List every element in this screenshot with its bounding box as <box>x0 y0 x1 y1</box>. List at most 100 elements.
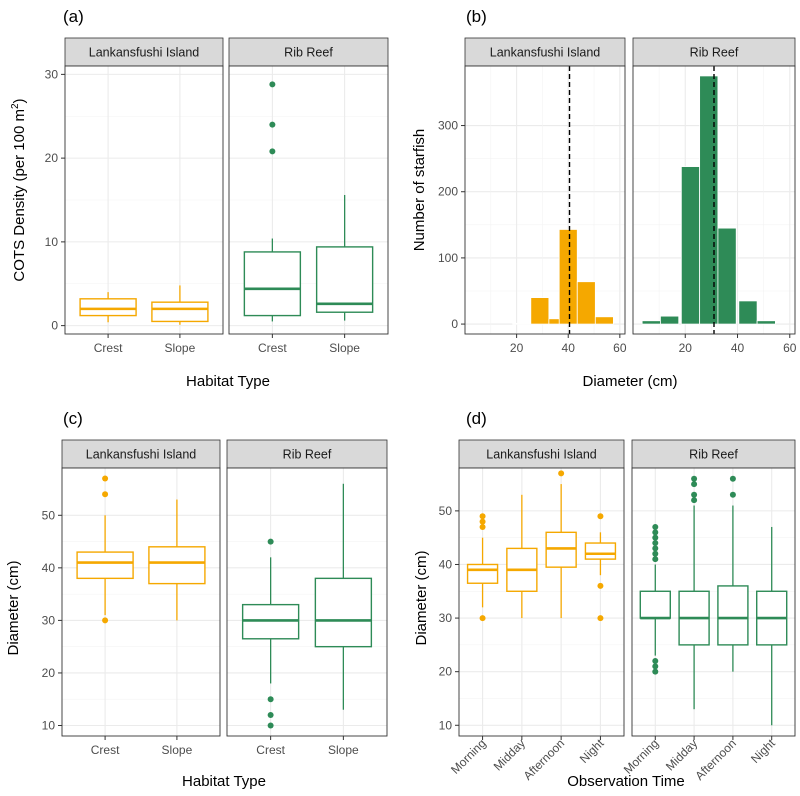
boxplot-crest <box>79 292 137 323</box>
histogram-bar <box>756 320 776 325</box>
panel-d: (d) Lankansfushi Island Morning Midday After… <box>413 409 796 790</box>
y-tick-label: 0 <box>451 317 458 331</box>
box-iqr <box>717 585 749 646</box>
panel-border <box>631 467 796 737</box>
facet-strip <box>458 439 625 469</box>
outlier-point <box>102 491 109 498</box>
y-axis-title: COTS Density (per 100 m2) <box>10 98 28 281</box>
histogram-bar <box>594 316 614 325</box>
x-tick-label: 60 <box>613 341 627 355</box>
outlier-point <box>652 529 659 536</box>
panel-b: (b) Lankansfushi Island 20 40 60 0 100 200 300 Ri… <box>411 7 797 390</box>
y-axis-title: Diameter (cm) <box>5 560 22 655</box>
x-axis-title: Habitat Type <box>182 773 266 790</box>
histogram-bar <box>530 297 550 325</box>
box-iqr <box>315 246 374 313</box>
boxplot-crest <box>243 81 302 322</box>
x-tick-label: Midday <box>663 736 700 773</box>
boxplot-afternoon <box>717 475 749 672</box>
y-axis-title: Diameter (cm) <box>413 550 430 645</box>
panel-border <box>458 467 625 737</box>
x-axis-title: Observation Time <box>567 773 685 790</box>
panel-label: (c) <box>63 409 83 428</box>
y-tick-label: 30 <box>45 67 59 81</box>
y-tick-label: 20 <box>45 151 59 165</box>
outlier-point <box>267 722 274 729</box>
y-tick-label: 300 <box>438 119 458 133</box>
x-tick-label: 60 <box>783 341 797 355</box>
facet-lankansfushi: Lankansfushi Island Crest Slope 10 20 30 40 50 <box>42 439 221 757</box>
outlier-point <box>691 491 698 498</box>
facet-strip-label: Rib Reef <box>689 448 738 462</box>
facet-strip <box>228 37 389 67</box>
outlier-point <box>652 668 659 675</box>
x-tick-label: Morning <box>621 736 662 777</box>
outlier-point <box>652 663 659 670</box>
histogram-bar <box>660 315 680 325</box>
x-tick-label: Slope <box>328 743 359 757</box>
boxplot-slope <box>315 194 374 321</box>
outlier-point <box>267 538 274 545</box>
y-axis-title-main: COTS Density (per 100 m <box>11 109 28 282</box>
boxplot-midday <box>506 494 538 619</box>
outlier-point <box>652 545 659 552</box>
facet-strip <box>64 37 224 67</box>
histogram-bar <box>699 75 719 325</box>
outlier-point <box>102 617 109 624</box>
plot-background <box>62 468 220 736</box>
histogram-bar <box>641 320 661 325</box>
box-iqr <box>151 301 209 323</box>
histogram-bar <box>717 227 737 325</box>
outlier-point <box>652 556 659 563</box>
outlier-point <box>691 497 698 504</box>
y-tick-label: 200 <box>438 185 458 199</box>
panel-label: (d) <box>466 409 487 428</box>
boxplot-night <box>584 513 617 622</box>
outlier-point <box>652 540 659 547</box>
outlier-point <box>267 711 274 718</box>
histogram-bar <box>512 323 532 325</box>
facet-strip-label: Rib Reef <box>284 46 333 60</box>
y-tick-label: 20 <box>439 665 453 679</box>
outlier-point <box>479 513 486 520</box>
outlier-point <box>652 523 659 530</box>
y-tick-label: 10 <box>45 235 59 249</box>
outlier-point <box>597 615 604 622</box>
boxplot-slope <box>148 499 206 621</box>
panel-c: (c) Lankansfushi Island Crest Slope 10 20 30 40… <box>5 409 388 790</box>
x-axis-title: Diameter (cm) <box>582 373 677 390</box>
boxplot-slope <box>314 483 373 710</box>
y-tick-label: 50 <box>439 504 453 518</box>
box-iqr <box>545 531 577 568</box>
box-iqr <box>243 251 302 317</box>
panel-border <box>64 65 224 335</box>
box-iqr <box>639 590 671 619</box>
outlier-point <box>479 615 486 622</box>
x-tick-label: Night <box>748 736 778 766</box>
x-tick-label: Afternoon <box>521 736 568 783</box>
boxplot-crest <box>76 475 134 624</box>
panel-border <box>226 467 388 737</box>
facet-strip-label: Rib Reef <box>283 448 332 462</box>
facet-strip-label: Lankansfushi Island <box>89 46 200 60</box>
outlier-point <box>729 475 736 482</box>
facet-strip-label: Lankansfushi Island <box>490 46 601 60</box>
facet-lankansfushi: Lankansfushi Island 20 40 60 0 100 200 300 <box>438 37 627 355</box>
panel-label: (b) <box>466 7 487 26</box>
facet-rib-reef: Rib Reef 20 40 60 <box>632 37 797 355</box>
boxplot-afternoon <box>545 470 577 619</box>
x-axis-title: Habitat Type <box>186 373 270 390</box>
boxplot-midday <box>678 475 710 710</box>
boxplot-night <box>756 526 788 726</box>
panel-border <box>464 65 626 335</box>
boxplot-morning <box>466 513 499 622</box>
boxplot-slope <box>151 285 209 325</box>
y-tick-label: 40 <box>439 557 453 571</box>
outlier-point <box>597 582 604 589</box>
box-iqr <box>241 603 300 640</box>
outlier-point <box>479 518 486 525</box>
y-axis-title: Number of starfish <box>411 129 428 252</box>
panel-border <box>61 467 221 737</box>
facet-strip-label: Lankansfushi Island <box>486 448 597 462</box>
